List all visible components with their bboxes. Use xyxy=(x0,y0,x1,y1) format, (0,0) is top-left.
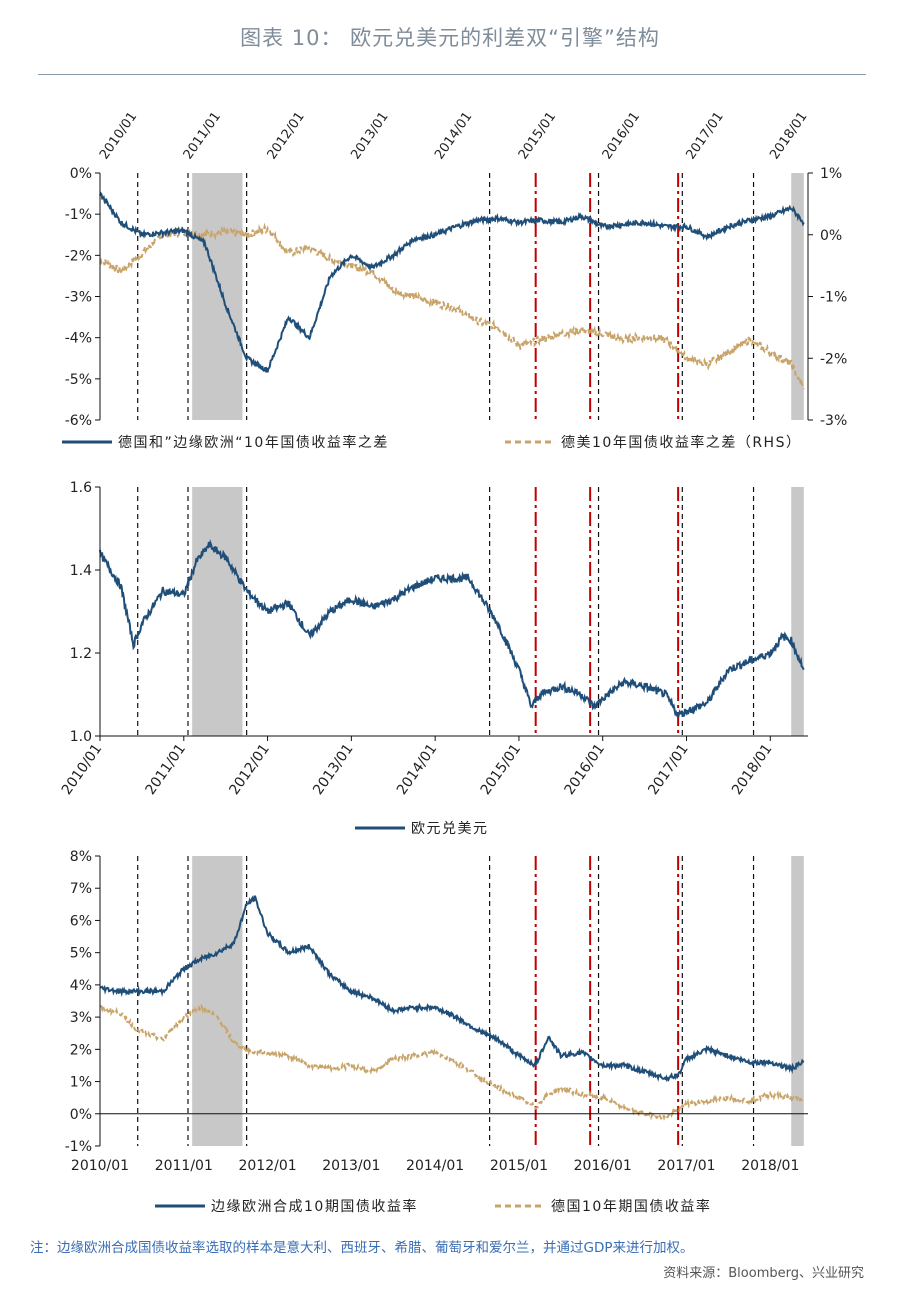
top-date-label-3: 2013/01 xyxy=(348,109,391,162)
bottom-date-label-0: 2010/01 xyxy=(71,1158,129,1174)
y-tick-label-right-1-3: -2% xyxy=(820,351,847,367)
bottom-date-label-5: 2015/01 xyxy=(490,1158,548,1174)
y-tick-label-left-3-3: 5% xyxy=(70,946,92,962)
bottom-date-label-1: 2011/01 xyxy=(155,1158,213,1174)
bottom-date-label-2: 2012/01 xyxy=(238,1158,296,1174)
mid-date-label-8: 2018/01 xyxy=(729,741,775,798)
y-tick-label-left-3-2: 6% xyxy=(70,913,92,929)
grey-band-3-1 xyxy=(791,856,804,1146)
bottom-date-label-8: 2018/01 xyxy=(741,1158,799,1174)
bottom-date-label-3: 2013/01 xyxy=(322,1158,380,1174)
grey-band-1-1 xyxy=(791,173,804,420)
top-date-label-0: 2010/01 xyxy=(97,109,140,162)
y-tick-label-left-2-2: 1.2 xyxy=(70,646,92,662)
bottom-date-label-4: 2014/01 xyxy=(406,1158,464,1174)
mid-date-label-4: 2014/01 xyxy=(394,741,440,798)
y-tick-label-left-3-4: 4% xyxy=(70,978,92,994)
y-tick-label-left-3-5: 3% xyxy=(70,1010,92,1026)
mid-date-label-3: 2013/01 xyxy=(310,741,356,798)
mid-date-label-1: 2011/01 xyxy=(143,741,189,798)
top-date-label-2: 2012/01 xyxy=(265,109,308,162)
mid-date-label-6: 2016/01 xyxy=(562,741,608,798)
bottom-date-label-7: 2017/01 xyxy=(657,1158,715,1174)
y-tick-label-left-2-0: 1.6 xyxy=(70,480,92,496)
top-date-label-5: 2015/01 xyxy=(516,109,559,162)
series-german-10y xyxy=(99,1002,805,1122)
legend-spread-de-periphery-label: 德国和”边缘欧洲“10年国债收益率之差 xyxy=(118,434,389,451)
source-line: 资料来源：Bloomberg、兴业研究 xyxy=(663,1266,864,1281)
y-tick-label-right-1-2: -1% xyxy=(820,290,847,306)
y-tick-label-left-1-4: -4% xyxy=(65,331,92,347)
legend-german-10y-label: 德国10年期国债收益率 xyxy=(551,1198,711,1215)
y-tick-label-right-1-1: 0% xyxy=(820,228,842,244)
top-date-label-7: 2017/01 xyxy=(683,109,726,162)
top-date-label-4: 2014/01 xyxy=(432,109,475,162)
y-tick-label-left-2-1: 1.4 xyxy=(70,563,92,579)
y-tick-label-left-1-5: -5% xyxy=(65,372,92,388)
y-tick-label-left-1-1: -1% xyxy=(65,207,92,223)
top-date-label-8: 2018/01 xyxy=(767,109,810,162)
y-tick-label-right-1-4: -3% xyxy=(820,413,847,429)
y-tick-label-left-3-0: 8% xyxy=(70,849,92,865)
mid-date-label-2: 2012/01 xyxy=(226,741,272,798)
grey-band-2-1 xyxy=(791,487,804,736)
y-tick-label-left-1-2: -2% xyxy=(65,248,92,264)
y-tick-label-left-3-7: 1% xyxy=(70,1075,92,1091)
mid-date-label-5: 2015/01 xyxy=(478,741,524,798)
y-tick-label-left-1-3: -3% xyxy=(65,290,92,306)
top-date-label-1: 2011/01 xyxy=(181,109,224,162)
series-spread-de-us xyxy=(99,222,805,390)
mid-date-label-0: 2010/01 xyxy=(59,741,105,798)
y-tick-label-left-3-8: 0% xyxy=(70,1107,92,1123)
grey-band-2-0 xyxy=(192,487,243,736)
chart-title: 图表 10： 欧元兑美元的利差双“引擎”结构 xyxy=(240,26,660,50)
title-divider xyxy=(38,74,866,75)
series-eurusd xyxy=(99,539,805,718)
grey-band-3-0 xyxy=(192,856,243,1146)
y-tick-label-left-3-1: 7% xyxy=(70,881,92,897)
y-tick-label-left-2-3: 1.0 xyxy=(70,729,92,745)
y-tick-label-left-3-9: -1% xyxy=(65,1139,92,1155)
grey-band-1-0 xyxy=(192,173,243,420)
y-tick-label-left-1-0: 0% xyxy=(70,166,92,182)
y-tick-label-right-1-0: 1% xyxy=(820,166,842,182)
series-spread-de-periphery xyxy=(99,191,805,373)
series-periphery-10y xyxy=(99,895,805,1083)
y-tick-label-left-1-6: -6% xyxy=(65,413,92,429)
top-date-label-6: 2016/01 xyxy=(600,109,643,162)
legend-periphery-10y-label: 边缘欧洲合成10期国债收益率 xyxy=(211,1198,418,1215)
legend-spread-de-us-label: 德美10年国债收益率之差（RHS） xyxy=(561,434,801,451)
y-tick-label-left-3-6: 2% xyxy=(70,1042,92,1058)
mid-date-label-7: 2017/01 xyxy=(645,741,691,798)
legend-eurusd-label: 欧元兑美元 xyxy=(411,821,489,837)
footnote: 注：边缘欧洲合成国债收益率选取的样本是意大利、西班牙、希腊、葡萄牙和爱尔兰，并通… xyxy=(30,1240,694,1256)
bottom-date-label-6: 2016/01 xyxy=(574,1158,632,1174)
